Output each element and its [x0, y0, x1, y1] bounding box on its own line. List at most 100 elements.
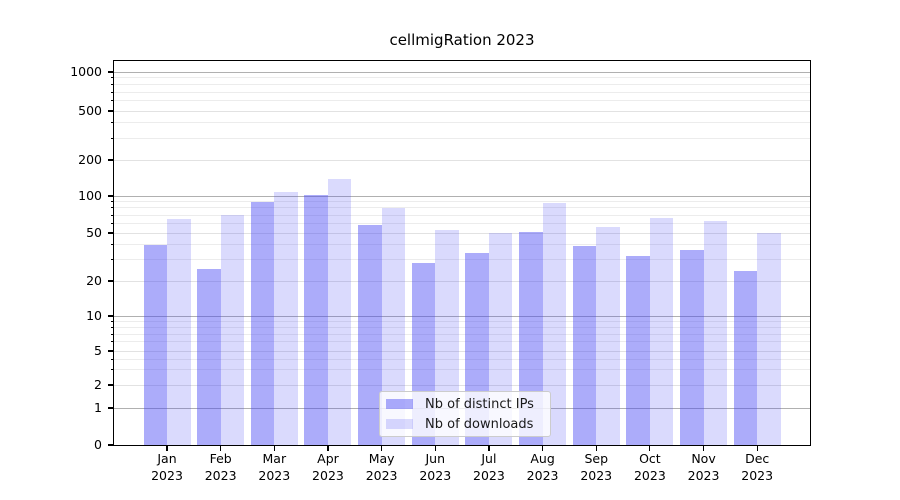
- x-tick-label: Aug 2023: [526, 451, 559, 483]
- y-tick-minor: [111, 222, 114, 224]
- bar-nb-of-distinct-ips-nov: [680, 250, 704, 445]
- x-tick-label: Oct 2023: [633, 451, 666, 483]
- legend-label-downloads: Nb of downloads: [425, 416, 534, 432]
- bar-nb-of-downloads-mar: [274, 192, 298, 445]
- x-tick-label: Jun 2023: [419, 451, 452, 483]
- gridline-light: [114, 159, 810, 161]
- gridline-minor: [114, 137, 810, 139]
- y-tick-label: 2: [94, 377, 102, 392]
- gridline-minor: [114, 358, 810, 360]
- x-tick: [595, 446, 597, 451]
- y-tick-label: 500: [78, 103, 102, 118]
- y-tick: [108, 232, 114, 234]
- y-tick: [108, 280, 114, 282]
- y-tick-label: 10: [86, 308, 102, 323]
- legend-item-distinct-ips: Nb of distinct IPs: [386, 395, 544, 414]
- y-tick-minor: [111, 244, 114, 246]
- gridline-minor: [114, 207, 810, 209]
- legend-item-downloads: Nb of downloads: [386, 415, 544, 434]
- gridline-minor: [114, 84, 810, 86]
- y-tick-minor: [111, 369, 114, 371]
- legend: Nb of distinct IPs Nb of downloads: [379, 391, 551, 437]
- y-tick-label: 1000: [70, 64, 102, 79]
- gridline-light: [114, 232, 810, 234]
- bar-nb-of-distinct-ips-apr: [304, 194, 328, 445]
- x-tick: [488, 446, 490, 451]
- y-tick-minor: [111, 84, 114, 86]
- x-tick: [541, 446, 544, 451]
- legend-label-distinct-ips: Nb of distinct IPs: [425, 396, 534, 412]
- y-tick-label: 200: [78, 152, 102, 167]
- y-tick-minor: [111, 326, 114, 328]
- y-tick-minor: [111, 201, 114, 203]
- y-tick-minor: [111, 214, 114, 216]
- gridline-major: [114, 195, 810, 197]
- legend-swatch-distinct-ips: [386, 399, 413, 409]
- x-tick-label: Sep 2023: [580, 451, 613, 483]
- gridline-light: [114, 110, 810, 112]
- bar-nb-of-downloads-sep: [596, 226, 620, 445]
- bar-nb-of-downloads-feb: [220, 215, 245, 445]
- gridline-minor: [114, 77, 810, 79]
- bar-nb-of-downloads-oct: [649, 218, 674, 445]
- y-tick-minor: [111, 77, 114, 79]
- x-tick-label: Dec 2023: [741, 451, 774, 483]
- gridline-minor: [114, 259, 810, 261]
- y-tick-label: 0: [94, 437, 102, 452]
- y-tick: [108, 159, 114, 161]
- x-tick: [649, 446, 651, 451]
- gridline-major: [114, 71, 810, 73]
- y-tick-label: 5: [94, 343, 102, 358]
- legend-swatch-downloads: [386, 419, 413, 429]
- gridline-minor: [114, 244, 810, 246]
- bar-nb-of-distinct-ips-dec: [733, 271, 758, 445]
- gridline-minor: [114, 100, 810, 102]
- x-tick: [166, 446, 168, 451]
- gridline-minor: [114, 341, 810, 343]
- y-tick: [108, 444, 114, 446]
- y-tick: [108, 384, 114, 386]
- y-tick-minor: [111, 207, 114, 209]
- x-tick-label: Apr 2023: [312, 451, 344, 483]
- y-tick: [108, 350, 114, 352]
- y-tick-minor: [111, 100, 114, 102]
- y-tick: [108, 110, 114, 112]
- y-tick: [108, 195, 114, 197]
- bar-nb-of-distinct-ips-jan: [143, 244, 167, 445]
- x-tick-label: Jul 2023: [473, 451, 505, 483]
- x-tick: [327, 446, 329, 451]
- x-tick-label: Feb 2023: [204, 451, 237, 483]
- x-tick-label: May 2023: [365, 451, 398, 483]
- y-tick-minor: [111, 320, 114, 322]
- x-tick-label: Jan 2023: [151, 451, 183, 483]
- plot-area: [113, 60, 811, 446]
- bar-nb-of-distinct-ips-may: [358, 225, 382, 445]
- gridline-minor: [114, 214, 810, 216]
- x-tick: [434, 446, 436, 451]
- y-tick-minor: [111, 137, 114, 139]
- y-tick-minor: [111, 259, 114, 261]
- x-tick: [220, 446, 222, 451]
- gridline-minor: [114, 333, 810, 335]
- y-tick: [108, 407, 114, 409]
- bar-nb-of-downloads-aug: [542, 202, 567, 445]
- gridline-minor: [114, 320, 810, 322]
- x-tick: [702, 446, 705, 451]
- y-tick: [108, 71, 114, 73]
- x-tick-label: Mar 2023: [258, 451, 291, 483]
- gridline-major: [114, 315, 810, 317]
- y-tick-label: 20: [86, 273, 102, 288]
- bar-nb-of-downloads-apr: [327, 178, 352, 445]
- bar-nb-of-downloads-nov: [703, 220, 728, 445]
- gridline-light: [114, 280, 810, 282]
- bar-nb-of-distinct-ips-sep: [572, 246, 597, 445]
- x-tick: [381, 446, 383, 451]
- gridline-minor: [114, 91, 810, 93]
- gridline-minor: [114, 326, 810, 328]
- gridline-minor: [114, 122, 810, 124]
- x-tick: [756, 446, 758, 451]
- y-tick-minor: [111, 122, 114, 124]
- y-tick-minor: [111, 358, 114, 360]
- bar-nb-of-distinct-ips-mar: [250, 201, 275, 445]
